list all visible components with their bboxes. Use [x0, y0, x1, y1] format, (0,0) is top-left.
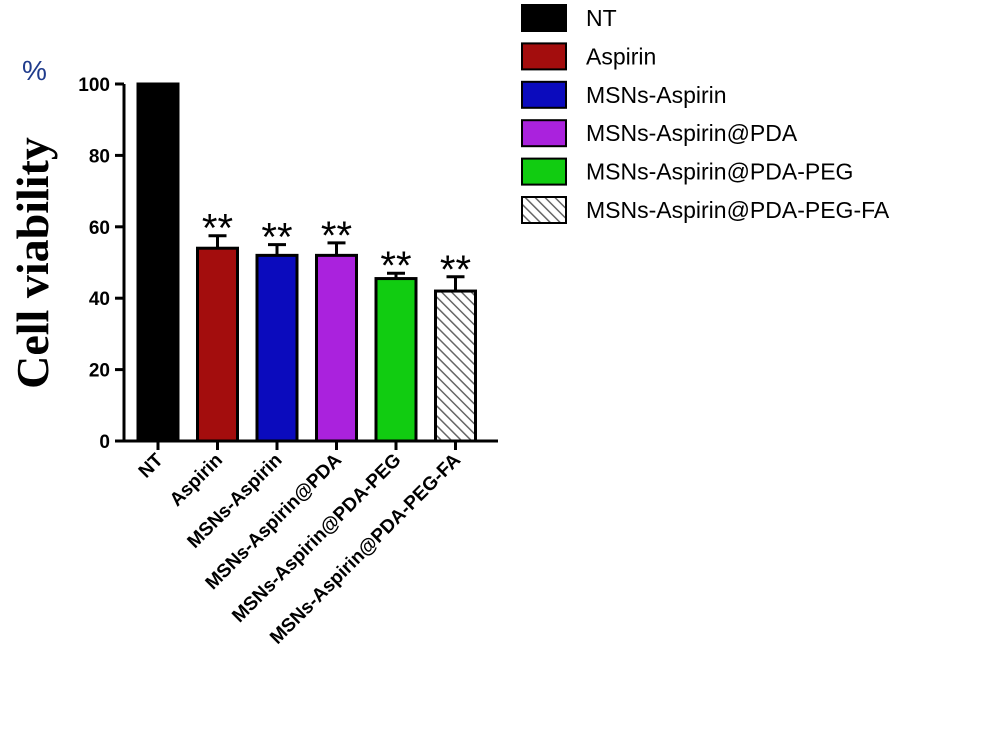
y-tick-label: 20: [89, 361, 110, 382]
plot-area: 020406080100NT**Aspirin**MSNs-Aspirin**M…: [78, 75, 498, 649]
legend-label: MSNs-Aspirin: [586, 82, 727, 108]
x-tick-label: NT: [135, 449, 168, 482]
significance-label: **: [321, 214, 352, 258]
bar-0: [136, 82, 180, 443]
significance-label: **: [380, 244, 411, 288]
legend-label: MSNs-Aspirin@PDA-PEG-FA: [586, 197, 890, 223]
legend-swatch: [521, 196, 567, 224]
y-axis-label: Cell viability: [7, 137, 58, 389]
y-tick-label: 80: [89, 146, 110, 167]
legend-label: MSNs-Aspirin@PDA-PEG: [586, 159, 853, 185]
y-tick-label: 60: [89, 218, 110, 239]
legend-swatch: [521, 42, 567, 71]
legend-swatch: [521, 157, 567, 186]
legend-label: Aspirin: [586, 43, 656, 69]
y-axis-unit: %: [22, 55, 47, 86]
legend-swatch: [521, 119, 567, 148]
legend-label: MSNs-Aspirin@PDA: [586, 120, 798, 146]
bar-4: [374, 277, 418, 443]
x-tick-label: Aspirin: [166, 450, 227, 511]
legend-swatch: [521, 4, 567, 32]
bar-2: [255, 253, 299, 443]
legend: NT Aspirin MSNs-Aspirin MSNs-Aspirin@PDA MSN…: [521, 4, 890, 224]
bar-1: [196, 246, 239, 443]
significance-label: **: [440, 248, 471, 292]
legend-swatch: [521, 80, 567, 109]
bar-5: [434, 289, 477, 443]
y-tick-label: 0: [99, 432, 110, 453]
legend-label: NT: [586, 5, 617, 31]
significance-label: **: [202, 207, 233, 251]
bar-3: [315, 253, 358, 443]
significance-label: **: [261, 216, 292, 260]
y-tick-label: 40: [89, 289, 110, 310]
y-tick-label: 100: [78, 75, 110, 96]
